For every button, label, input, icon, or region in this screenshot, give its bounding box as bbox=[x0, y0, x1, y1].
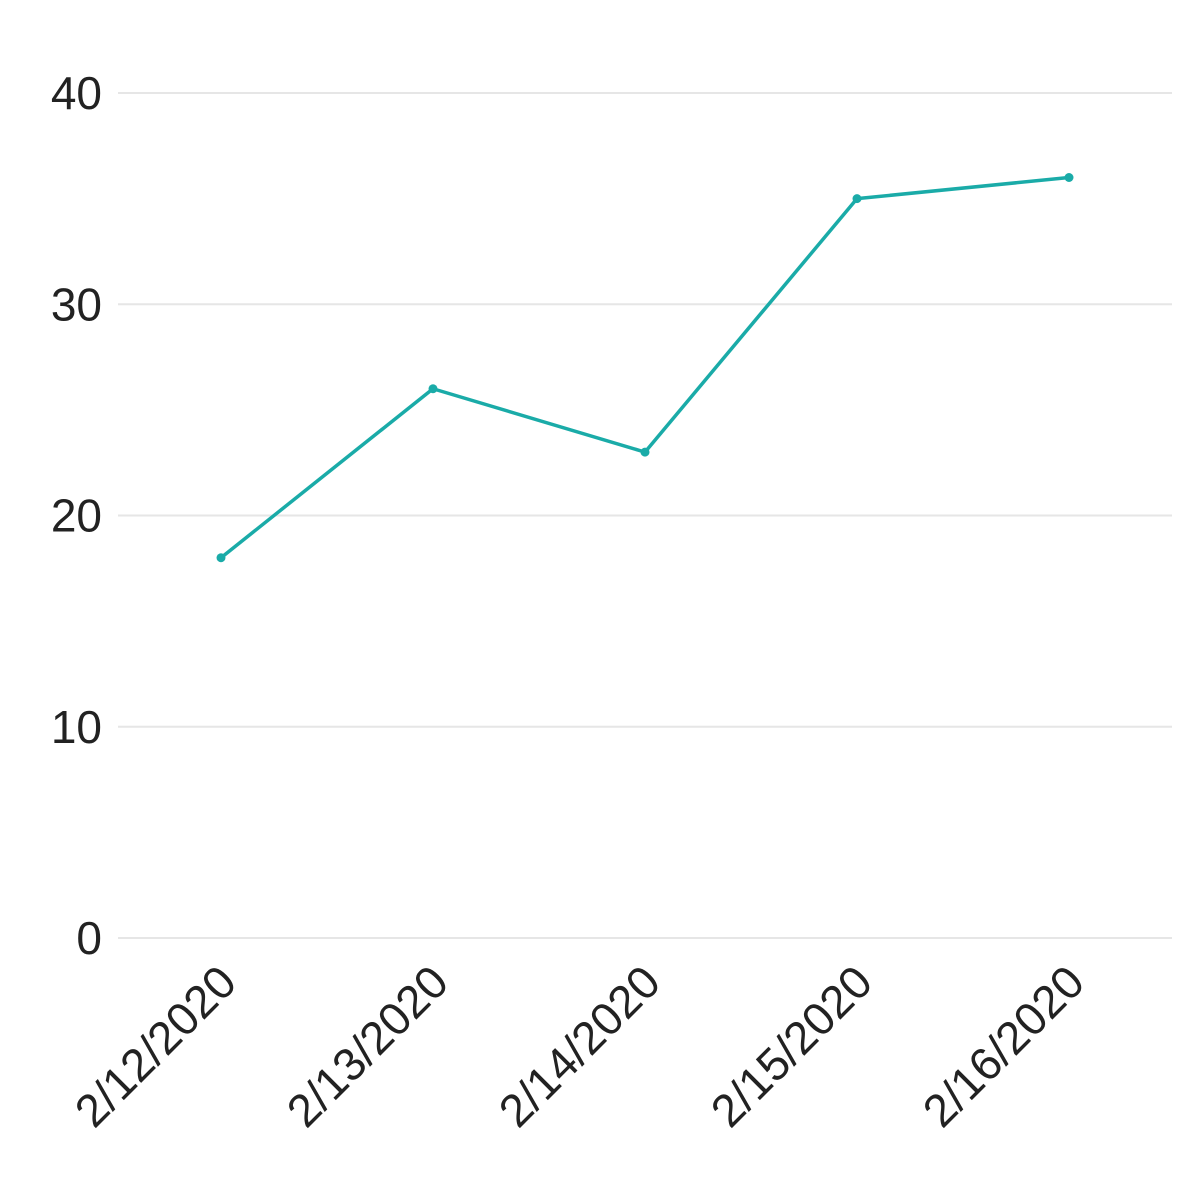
x-tick-label-5: 2/16/2020 bbox=[913, 955, 1094, 1136]
y-axis: 0 10 20 30 40 bbox=[51, 67, 102, 964]
x-tick-label-4: 2/15/2020 bbox=[701, 955, 882, 1136]
y-tick-label-20: 20 bbox=[51, 490, 102, 542]
series-layer bbox=[216, 173, 1074, 563]
x-tick-label-2: 2/13/2020 bbox=[277, 955, 458, 1136]
data-point-1 bbox=[216, 553, 226, 563]
series-line-1 bbox=[219, 175, 1071, 560]
data-point-2 bbox=[428, 384, 438, 394]
x-tick-label-3: 2/14/2020 bbox=[489, 955, 670, 1136]
data-point-4 bbox=[852, 194, 862, 204]
x-axis: 2/12/2020 2/13/2020 2/14/2020 2/15/2020 2/16… bbox=[65, 955, 1094, 1136]
x-tick-label-1: 2/12/2020 bbox=[65, 955, 246, 1136]
y-tick-label-40: 40 bbox=[51, 67, 102, 119]
y-tick-label-30: 30 bbox=[51, 278, 102, 330]
data-point-3 bbox=[640, 447, 650, 457]
y-tick-label-10: 10 bbox=[51, 701, 102, 753]
data-point-5 bbox=[1064, 173, 1074, 182]
gridlines bbox=[118, 92, 1172, 939]
y-tick-label-0: 0 bbox=[76, 912, 102, 964]
